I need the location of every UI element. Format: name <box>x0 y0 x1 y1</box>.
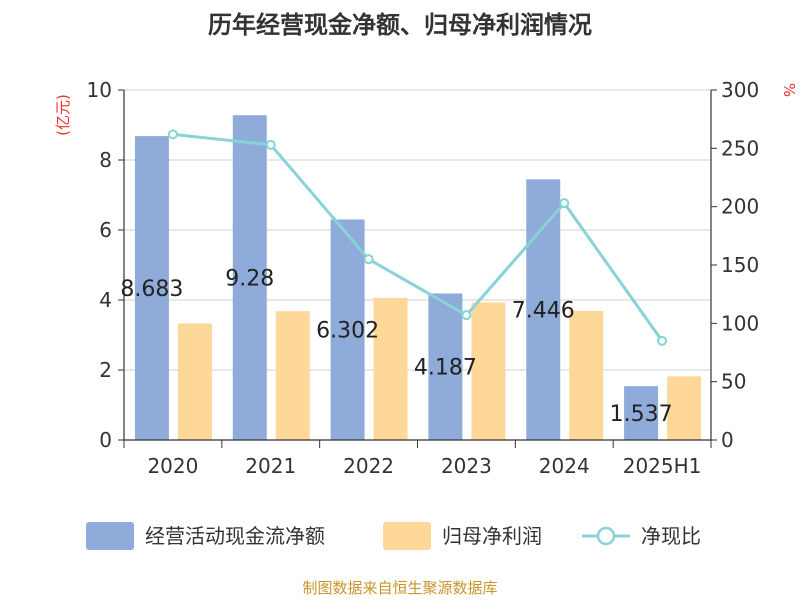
y-left-tick-label: 6 <box>99 218 112 242</box>
x-tick-label: 2025H1 <box>623 454 702 478</box>
y-left-tick-label: 8 <box>99 148 112 172</box>
bar-cashflow <box>526 179 561 440</box>
ratio-point <box>167 129 178 140</box>
legend-label-ratio: 净现比 <box>641 524 701 548</box>
bar-net-profit <box>275 311 310 440</box>
x-tick-label: 2021 <box>245 454 296 478</box>
bar-cashflow <box>428 293 463 440</box>
bar-net-profit <box>373 297 408 440</box>
chart-title: 历年经营现金净额、归母净利润情况 <box>208 11 592 39</box>
y-right-unit-label: % <box>780 83 798 97</box>
grid-lines <box>124 89 711 371</box>
y-left-unit-label: (亿元) <box>54 94 72 136</box>
data-label-cashflow: 9.28 <box>225 267 274 292</box>
y-left-tick-label: 10 <box>87 78 112 102</box>
ratio-line <box>167 129 668 346</box>
y-left-tick-label: 0 <box>99 428 112 452</box>
legend-swatch-net-profit <box>383 522 431 550</box>
x-tick-label: 2020 <box>147 454 198 478</box>
bars <box>134 115 702 440</box>
ratio-point <box>363 254 374 265</box>
bar-cashflow <box>134 136 169 440</box>
bar-net-profit <box>471 302 506 440</box>
data-label-cashflow: 4.187 <box>414 356 477 381</box>
bar-cashflow <box>624 386 659 440</box>
legend-label-cashflow: 经营活动现金流净额 <box>145 524 325 548</box>
legend-label-net-profit: 归母净利润 <box>442 524 542 548</box>
data-label-cashflow: 6.302 <box>316 319 379 344</box>
ratio-point <box>265 139 276 150</box>
data-label-cashflow: 7.446 <box>512 299 575 324</box>
legend-swatch-cashflow <box>86 522 134 550</box>
y-right-tick-label: 50 <box>721 370 746 394</box>
ratio-point <box>559 198 570 209</box>
y-right-tick-label: 300 <box>721 78 759 102</box>
y-right-tick-label: 100 <box>721 311 759 335</box>
x-tick-label: 2023 <box>441 454 492 478</box>
data-label-cashflow: 8.683 <box>120 277 183 302</box>
x-tick-label: 2024 <box>539 454 590 478</box>
y-right-tick-label: 250 <box>721 136 759 160</box>
legend: 经营活动现金流净额 归母净利润 净现比 <box>86 522 701 550</box>
x-tick-label: 2022 <box>343 454 394 478</box>
bar-net-profit <box>667 376 702 440</box>
y-left-tick-label: 4 <box>99 288 112 312</box>
ratio-point <box>461 310 472 321</box>
y-right-tick-label: 0 <box>721 428 734 452</box>
y-right-tick-label: 200 <box>721 195 759 219</box>
bar-net-profit <box>569 310 604 440</box>
legend-marker-ratio <box>596 526 616 546</box>
y-right-tick-label: 150 <box>721 253 759 277</box>
ratio-polyline <box>172 132 664 342</box>
data-label-cashflow: 1.537 <box>610 402 673 427</box>
bar-cashflow <box>330 219 365 440</box>
ratio-point <box>657 335 668 346</box>
y-left-tick-label: 2 <box>99 358 112 382</box>
bar-net-profit <box>177 323 212 440</box>
data-labels: 8.683 9.28 6.302 4.187 7.446 1.537 <box>120 267 672 428</box>
source-note: 制图数据来自恒生聚源数据库 <box>302 579 497 597</box>
bar-cashflow <box>232 115 267 440</box>
